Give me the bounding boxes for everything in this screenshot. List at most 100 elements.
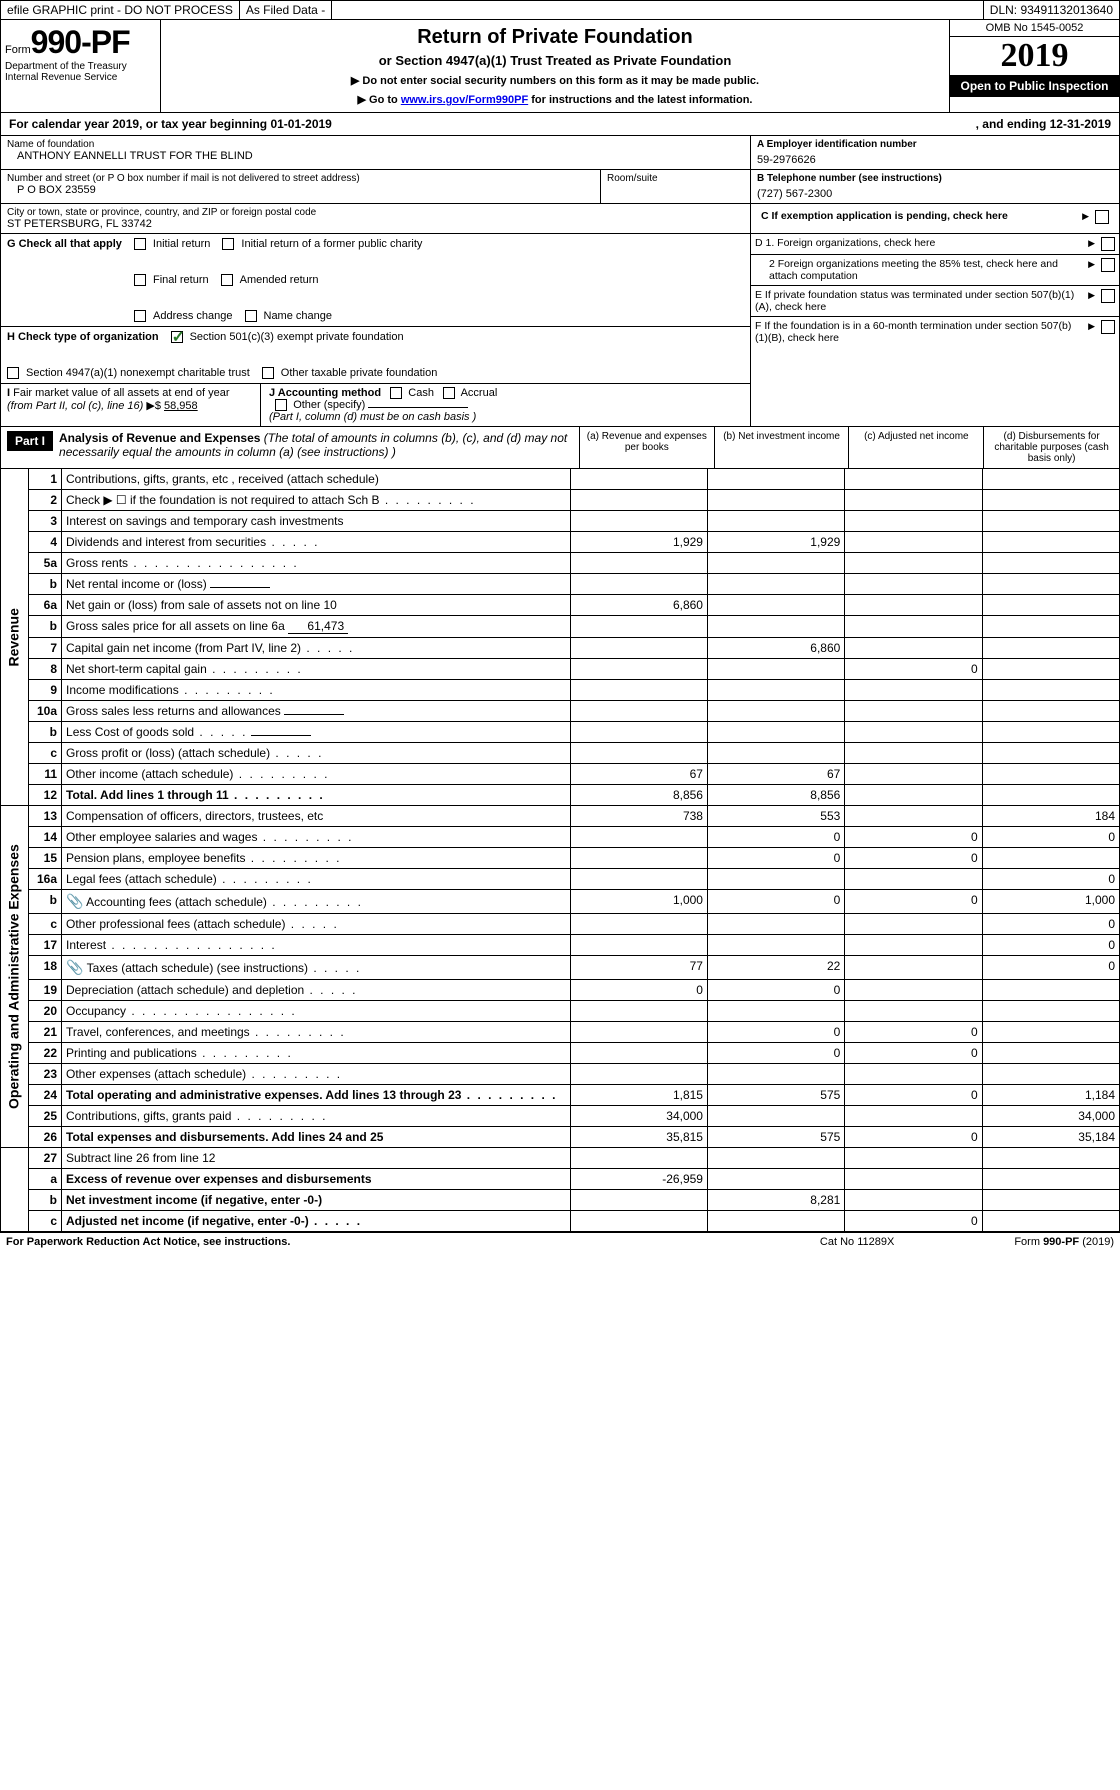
amount-cell — [570, 574, 707, 595]
amount-cell — [570, 935, 707, 956]
amount-cell — [845, 574, 982, 595]
table-row: 18📎 Taxes (attach schedule) (see instruc… — [1, 956, 1120, 980]
attachment-icon[interactable]: 📎 — [66, 959, 83, 975]
city-cell: City or town, state or province, country… — [1, 204, 751, 233]
checkbox-cash[interactable] — [390, 387, 402, 399]
table-row: cGross profit or (loss) (attach schedule… — [1, 743, 1120, 764]
amount-cell: 0 — [570, 980, 707, 1001]
line-number: 19 — [29, 980, 62, 1001]
g-final[interactable]: Final return — [134, 274, 209, 286]
i-value: 58,958 — [164, 400, 198, 412]
line-desc: Other professional fees (attach schedule… — [62, 914, 571, 935]
e-row: E If private foundation status was termi… — [751, 286, 1119, 317]
form-subtitle: or Section 4947(a)(1) Trust Treated as P… — [171, 53, 939, 68]
g-initial-former[interactable]: Initial return of a former public charit… — [222, 238, 422, 250]
amount-cell — [845, 785, 982, 806]
table-row: 27Subtract line 26 from line 12 — [1, 1148, 1120, 1169]
table-row: 16aLegal fees (attach schedule)0 — [1, 869, 1120, 890]
line-number: b — [29, 574, 62, 595]
checkbox-accrual[interactable] — [443, 387, 455, 399]
irs-link[interactable]: www.irs.gov/Form990PF — [401, 94, 528, 106]
i-label: I Fair market value of all assets at end… — [7, 387, 230, 412]
amount-cell: 575 — [707, 1085, 844, 1106]
line-desc: Net investment income (if negative, ente… — [62, 1190, 571, 1211]
checkbox-e[interactable] — [1101, 289, 1115, 303]
amount-cell: 6,860 — [707, 638, 844, 659]
phone-value: (727) 567-2300 — [757, 184, 1113, 200]
amount-cell — [982, 638, 1119, 659]
amount-cell — [707, 574, 844, 595]
efile-notice: efile GRAPHIC print - DO NOT PROCESS — [1, 1, 240, 19]
g-address[interactable]: Address change — [134, 310, 233, 322]
j-cell: J Accounting method Cash Accrual Other (… — [261, 387, 744, 423]
asfiled-notice: As Filed Data - — [240, 1, 332, 19]
amount-cell — [845, 1148, 982, 1169]
amount-cell — [707, 935, 844, 956]
line-desc: Other expenses (attach schedule) — [62, 1064, 571, 1085]
table-row: aExcess of revenue over expenses and dis… — [1, 1169, 1120, 1190]
amount-cell — [845, 680, 982, 701]
footer-left: For Paperwork Reduction Act Notice, see … — [6, 1236, 820, 1248]
checkbox-d1[interactable] — [1101, 237, 1115, 251]
amount-cell — [570, 914, 707, 935]
table-row: 7Capital gain net income (from Part IV, … — [1, 638, 1120, 659]
g-initial[interactable]: Initial return — [134, 238, 210, 250]
amount-cell: 0 — [845, 1127, 982, 1148]
line-number: 7 — [29, 638, 62, 659]
h-other[interactable]: Other taxable private foundation — [262, 367, 438, 379]
amount-cell: 0 — [845, 1211, 982, 1232]
amount-cell — [570, 869, 707, 890]
line-desc: Contributions, gifts, grants, etc , rece… — [62, 469, 571, 490]
ein-cell: A Employer identification number 59-2976… — [751, 136, 1119, 169]
amount-cell — [982, 469, 1119, 490]
line-number: b — [29, 722, 62, 743]
page-footer: For Paperwork Reduction Act Notice, see … — [0, 1232, 1120, 1251]
amount-cell: -26,959 — [570, 1169, 707, 1190]
amount-cell — [845, 806, 982, 827]
line-desc: Total expenses and disbursements. Add li… — [62, 1127, 571, 1148]
amount-cell — [982, 532, 1119, 553]
amount-cell — [570, 1190, 707, 1211]
arrow-icon — [1082, 210, 1089, 222]
amount-cell — [845, 553, 982, 574]
amount-cell — [707, 1169, 844, 1190]
amount-cell — [982, 659, 1119, 680]
section-label: Revenue — [1, 469, 29, 806]
attachment-icon[interactable]: 📎 — [66, 893, 83, 909]
line-desc: Less Cost of goods sold — [62, 722, 571, 743]
table-row: 9Income modifications — [1, 680, 1120, 701]
amount-cell: 0 — [845, 1022, 982, 1043]
amount-cell: 1,929 — [570, 532, 707, 553]
table-row: 15Pension plans, employee benefits00 — [1, 848, 1120, 869]
line-desc: Gross rents — [62, 553, 571, 574]
table-row: Revenue1Contributions, gifts, grants, et… — [1, 469, 1120, 490]
g-name[interactable]: Name change — [245, 310, 333, 322]
phone-label: B Telephone number (see instructions) — [757, 173, 942, 184]
h-501c3[interactable]: Section 501(c)(3) exempt private foundat… — [171, 331, 404, 343]
checkbox-other[interactable] — [275, 399, 287, 411]
line-number: c — [29, 1211, 62, 1232]
table-row: 26Total expenses and disbursements. Add … — [1, 1127, 1120, 1148]
h-4947[interactable]: Section 4947(a)(1) nonexempt charitable … — [7, 367, 250, 379]
amount-cell: 35,184 — [982, 1127, 1119, 1148]
amount-cell: 1,929 — [707, 532, 844, 553]
checkbox-c[interactable] — [1095, 210, 1109, 224]
checkbox-f[interactable] — [1101, 320, 1115, 334]
g-amended[interactable]: Amended return — [221, 274, 319, 286]
amount-cell — [845, 638, 982, 659]
line-number: 12 — [29, 785, 62, 806]
line-desc: Income modifications — [62, 680, 571, 701]
line-desc: Excess of revenue over expenses and disb… — [62, 1169, 571, 1190]
right-def: D 1. Foreign organizations, check here 2… — [751, 234, 1119, 426]
line-number: 5a — [29, 553, 62, 574]
line-number: 8 — [29, 659, 62, 680]
amount-cell — [845, 1169, 982, 1190]
amount-cell — [570, 1148, 707, 1169]
checkbox-d2[interactable] — [1101, 258, 1115, 272]
amount-cell — [707, 659, 844, 680]
line-desc: Total. Add lines 1 through 11 — [62, 785, 571, 806]
f-row: F If the foundation is in a 60-month ter… — [751, 317, 1119, 347]
amount-cell — [982, 511, 1119, 532]
ein-label: A Employer identification number — [757, 139, 917, 150]
line-number: 20 — [29, 1001, 62, 1022]
